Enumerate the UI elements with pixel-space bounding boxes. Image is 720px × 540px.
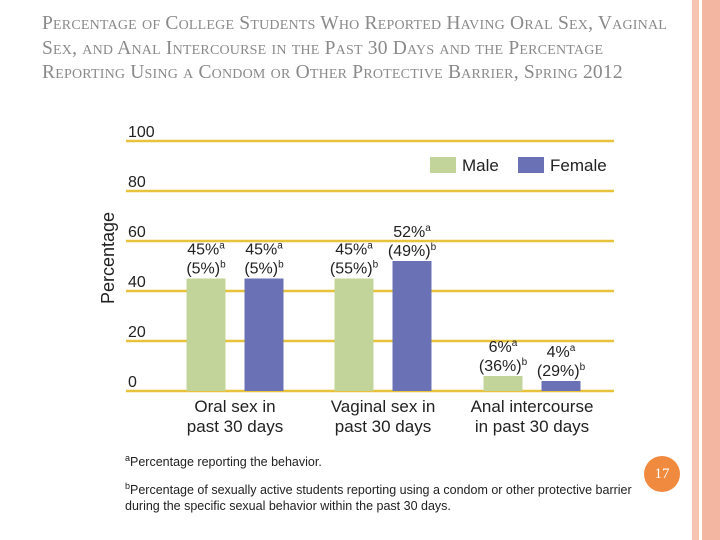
bar-male-2 [483,376,523,391]
y-tick-label-100: 100 [128,124,155,141]
data-label-bottom-female-1: (49%)b [388,242,437,260]
data-label-bottom-female-0: (5%)b [244,260,284,278]
data-label-bottom-male-1: (55%)b [330,260,379,278]
data-label-top-male-1: 45%a [335,241,373,259]
legend-swatch-female [518,157,544,173]
legend-label-female: Female [550,156,607,175]
y-tick-label-40: 40 [128,274,146,291]
x-category-label-2-0: Anal intercourse [471,397,594,416]
x-category-label-1-1: past 30 days [335,417,431,436]
y-tick-label-80: 80 [128,174,146,191]
data-label-top-male-0: 45%a [187,241,225,259]
data-label-bottom-male-0: (5%)b [186,260,226,278]
y-tick-label-0: 0 [128,374,137,391]
data-label-bottom-female-2: (29%)b [537,362,586,380]
footnote-a: aPercentage reporting the behavior. [125,450,645,470]
bar-female-1 [392,261,432,391]
data-label-top-female-2: 4%a [547,343,576,361]
x-category-label-1-0: Vaginal sex in [331,397,436,416]
footnote-a-text: Percentage reporting the behavior. [130,455,322,470]
bar-male-0 [186,278,226,391]
y-tick-label-60: 60 [128,224,146,241]
data-label-top-male-2: 6%a [489,338,518,356]
data-label-top-female-0: 45%a [245,241,283,259]
page-number-badge: 17 [644,456,680,492]
y-axis-title: Percentage [98,212,118,304]
y-tick-label-20: 20 [128,324,146,341]
footnote-b: bPercentage of sexually active students … [125,478,645,514]
x-category-label-0-1: past 30 days [187,417,283,436]
bar-female-2 [541,381,581,391]
x-category-label-2-1: in past 30 days [475,417,589,436]
legend-label-male: Male [462,156,499,175]
legend-swatch-male [430,157,456,173]
bar-male-1 [334,278,374,391]
footnote-b-text: Percentage of sexually active students r… [125,483,632,514]
decorative-side-band [692,0,720,540]
data-label-top-female-1: 52%a [393,223,431,241]
footnote-a-marker: a [125,453,131,463]
slide-title: Percentage of College Students Who Repor… [42,13,668,83]
x-category-label-0-0: Oral sex in [194,397,275,416]
bar-female-0 [244,278,284,391]
data-label-bottom-male-2: (36%)b [479,357,528,375]
footnote-b-marker: b [125,481,131,491]
